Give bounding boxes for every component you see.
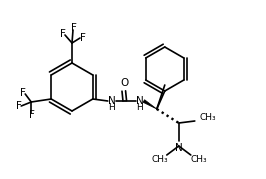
- Text: CH₃: CH₃: [200, 112, 217, 122]
- Text: CH₃: CH₃: [190, 154, 207, 163]
- Text: N: N: [108, 96, 116, 106]
- Text: N: N: [175, 143, 183, 153]
- Text: H: H: [136, 103, 143, 112]
- Text: O: O: [121, 78, 129, 88]
- Text: F: F: [16, 101, 22, 111]
- Text: F: F: [80, 33, 86, 43]
- Text: F: F: [71, 23, 77, 33]
- Polygon shape: [143, 100, 157, 109]
- Text: F: F: [60, 29, 66, 39]
- Text: CH₃: CH₃: [151, 154, 168, 163]
- Text: H: H: [109, 103, 115, 112]
- Text: F: F: [29, 110, 35, 120]
- Text: F: F: [20, 88, 26, 98]
- Text: N: N: [136, 96, 144, 106]
